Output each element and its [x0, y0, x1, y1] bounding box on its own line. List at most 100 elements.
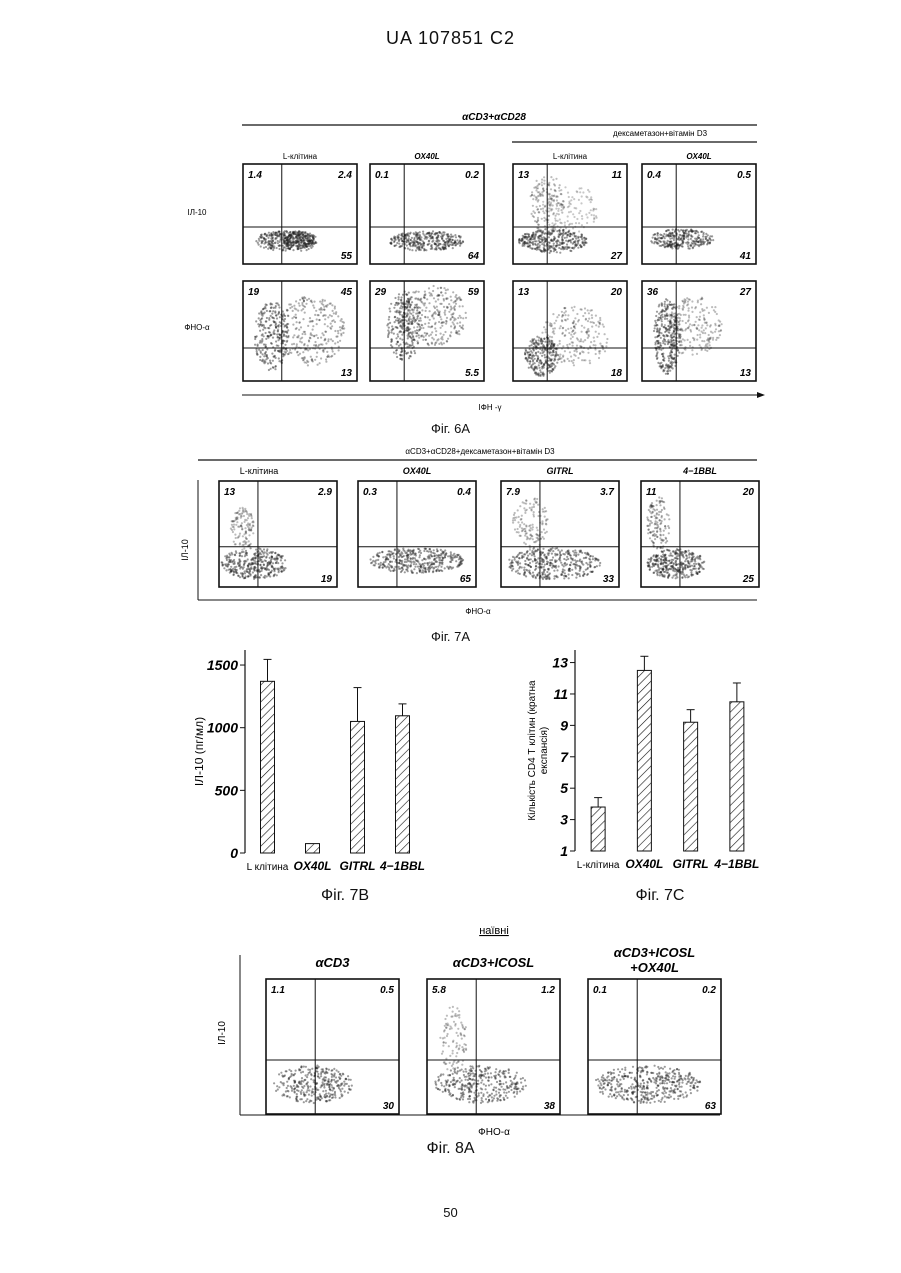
- fig7a-panel-0: 13 2.9 19: [219, 481, 337, 587]
- quadrant-upper-left: 0.3: [363, 487, 377, 498]
- bar: [396, 716, 410, 853]
- figure-7a: αCD3+αCD28+дексаметазон+вітамін D3 ФНО-α…: [0, 440, 901, 640]
- fig8a-col-label: αCD3+ICOSL: [453, 955, 534, 970]
- y-tick-label: 1500: [207, 657, 238, 673]
- x-tick-label: GITRL: [340, 859, 376, 873]
- y-tick-label: 1000: [207, 720, 238, 736]
- fig7a-panel-1: 0.3 0.4 65: [358, 481, 476, 587]
- quadrant-upper-left: 36: [647, 287, 659, 298]
- quadrant-upper-right: 1.2: [541, 985, 555, 996]
- x-tick-label: GITRL: [673, 857, 709, 871]
- quadrant-lower-right: 13: [740, 368, 752, 379]
- fig8a-caption: Фіг. 8А: [0, 1140, 901, 1158]
- fig7a-col-label: OX40L: [403, 466, 432, 476]
- quadrant-upper-right: 11: [612, 170, 623, 181]
- fig8a-panel-0: 1.10.530: [266, 979, 399, 1114]
- fig6a-panel-il10-1: 0.10.264: [370, 164, 484, 264]
- fig8a-panel-2: 0.1 0.2 63: [588, 979, 721, 1114]
- fig6a-panel-tnf-1: 29 59 5.5: [370, 281, 484, 381]
- fig6a-subtitle: дексаметазон+вітамін D3: [613, 129, 708, 138]
- quadrant-upper-left: 13: [224, 487, 236, 498]
- fig6a-panel-il10-2: 131127: [513, 164, 627, 264]
- y-tick-label: 0: [230, 845, 238, 861]
- quadrant-upper-left: 0.1: [593, 985, 607, 996]
- fig7a-panels: L-клітина OX40L GITRL 4−1BBL 13 2.9 19 0.3 0.4 65…: [219, 466, 759, 587]
- quadrant-upper-right: 0.5: [380, 985, 394, 996]
- x-tick-label: OX40L: [625, 857, 663, 871]
- x-tick-label: L-клітина: [577, 860, 620, 871]
- fig6a-col-label: L-клітина: [283, 152, 318, 161]
- bar: [684, 722, 698, 851]
- figure-7c-chart: 135791113L-клітинаOX40LGITRL4−1BBLКількі…: [505, 640, 775, 910]
- fig7a-title: αCD3+αCD28+дексаметазон+вітамін D3: [405, 447, 555, 456]
- quadrant-upper-right: 59: [468, 287, 480, 298]
- fig8a-x-label: ФНО-α: [478, 1127, 510, 1138]
- fig7c-caption: Фіг. 7С: [610, 887, 710, 905]
- quadrant-upper-left: 0.4: [647, 170, 661, 181]
- fig7a-col-label: 4−1BBL: [682, 466, 717, 476]
- bar: [261, 681, 275, 853]
- quadrant-upper-right: 2.4: [337, 170, 352, 181]
- fig6a-title: αCD3+αCD28: [462, 112, 526, 123]
- y-axis-label: Кількість CD4 Т клітин (кратна: [527, 680, 538, 821]
- quadrant-upper-left: 13: [518, 287, 530, 298]
- quadrant-lower-right: 33: [603, 574, 615, 585]
- quadrant-lower-right: 13: [341, 368, 353, 379]
- y-tick-label: 9: [560, 717, 568, 733]
- x-tick-label: OX40L: [293, 859, 331, 873]
- fig7b-caption: Фіг. 7В: [295, 887, 395, 905]
- fig6a-col-label: OX40L: [414, 152, 439, 161]
- quadrant-upper-left: 1.4: [248, 170, 262, 181]
- fig6a-x-label: ІФН -γ: [479, 403, 502, 412]
- fig7a-col-label: L-клітина: [240, 466, 278, 476]
- y-tick-label: 3: [560, 812, 568, 828]
- quadrant-upper-left: 11: [646, 487, 657, 498]
- y-tick-label: 1: [560, 843, 568, 859]
- y-tick-label: 7: [560, 749, 569, 765]
- fig6a-panel-tnf-3: 362713: [642, 281, 756, 381]
- fig6a-row-label-tnf: ФНО-α: [184, 323, 210, 332]
- quadrant-upper-left: 5.8: [432, 985, 446, 996]
- quadrant-upper-left: 7.9: [506, 487, 520, 498]
- bar: [637, 670, 651, 851]
- quadrant-upper-right: 0.4: [457, 487, 471, 498]
- fig8a-col-label: αCD3: [315, 955, 350, 970]
- fig6a-panel-tnf-2: 13 20 18: [513, 281, 627, 381]
- fig7a-panel-3: 112025: [641, 481, 759, 587]
- quadrant-lower-right: 38: [544, 1101, 556, 1112]
- quadrant-lower-right: 25: [742, 574, 755, 585]
- bar: [306, 844, 320, 853]
- fig8a-panels: αCD3αCD3+ICOSLαCD3+ICOSL+OX40L1.10.5305.…: [266, 945, 721, 1114]
- y-tick-label: 5: [560, 780, 568, 796]
- y-tick-label: 13: [552, 655, 568, 671]
- quadrant-upper-left: 29: [374, 287, 387, 298]
- quadrant-lower-right: 64: [468, 251, 480, 262]
- fig7a-y-label: ІЛ-10: [180, 539, 190, 560]
- figure-8a: наївні ФНО-α ІЛ-10 αCD3αCD3+ICOSLαCD3+IC…: [0, 915, 901, 1145]
- quadrant-upper-right: 20: [610, 287, 623, 298]
- fig6a-caption: Фіг. 6А: [0, 421, 901, 436]
- y-axis-label: ІЛ-10 (пг/мл): [195, 717, 206, 786]
- bar: [730, 702, 744, 851]
- quadrant-lower-right: 30: [383, 1101, 395, 1112]
- quadrant-lower-right: 18: [611, 368, 623, 379]
- quadrant-lower-right: 65: [460, 574, 472, 585]
- figure-7b-chart: 050010001500L клітинаOX40LGITRL4−1BBLІЛ-…: [195, 640, 455, 910]
- fig7a-col-label: GITRL: [547, 466, 574, 476]
- quadrant-upper-right: 0.2: [702, 985, 716, 996]
- quadrant-upper-right: 2.9: [317, 487, 332, 498]
- quadrant-lower-right: 63: [705, 1101, 717, 1112]
- quadrant-upper-right: 3.7: [600, 487, 614, 498]
- quadrant-lower-right: 5.5: [465, 368, 479, 379]
- quadrant-lower-right: 19: [321, 574, 333, 585]
- quadrant-upper-right: 45: [340, 287, 353, 298]
- figure-6a: αCD3+αCD28 дексаметазон+вітамін D3 ІФН -…: [0, 100, 901, 440]
- quadrant-lower-right: 41: [739, 251, 752, 262]
- quadrant-lower-right: 55: [341, 251, 353, 262]
- quadrant-upper-right: 0.5: [737, 170, 751, 181]
- x-tick-label: 4−1BBL: [379, 859, 425, 873]
- y-tick-label: 11: [553, 686, 568, 702]
- fig6a-col-label: OX40L: [686, 152, 711, 161]
- patent-header: UA 107851 C2: [0, 28, 901, 49]
- bar: [351, 721, 365, 853]
